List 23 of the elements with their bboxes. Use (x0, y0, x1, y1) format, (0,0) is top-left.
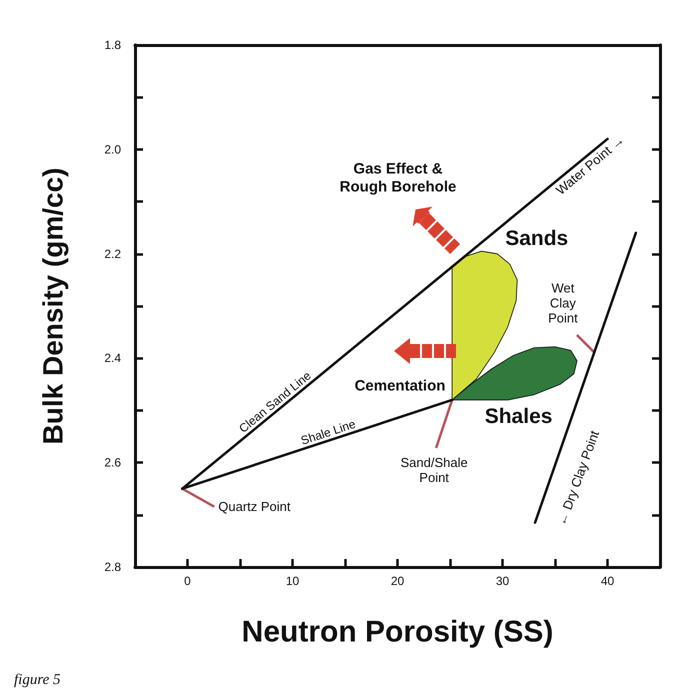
x-tick-label: 30 (496, 574, 510, 588)
annotation: Gas Effect & Rough Borehole (340, 160, 456, 196)
x-tick-label: 40 (600, 574, 614, 588)
series-label: Shales (484, 404, 552, 428)
x-tick-label: 0 (184, 574, 192, 588)
caption: figure 5 (14, 672, 62, 688)
annotation: Quartz Point (218, 499, 291, 514)
x-tick-label: 20 (390, 574, 404, 588)
annotation: Cementation (354, 378, 446, 394)
y-tick-label: 2.2 (104, 246, 122, 261)
y-axis-title: Bulk Density (gm/cc) (38, 168, 68, 444)
y-tick-label: 2.4 (104, 351, 122, 366)
annotation: ← Dry Clay Point (554, 428, 602, 528)
x-axis-title: Neutron Porosity (SS) (242, 616, 554, 648)
text: Shale Line (299, 416, 358, 448)
annotation: Wet Clay Point (548, 280, 578, 326)
y-tick-label: 1.8 (104, 38, 122, 52)
annotation: Sand/Shale Point (400, 454, 468, 485)
y-tick-label: 2.0 (104, 142, 122, 156)
series-label: Sands (505, 227, 568, 250)
y-tick-label: 2.8 (104, 560, 122, 574)
x-tick-label: 10 (286, 574, 300, 588)
y-tick-label: 2.6 (104, 456, 122, 470)
